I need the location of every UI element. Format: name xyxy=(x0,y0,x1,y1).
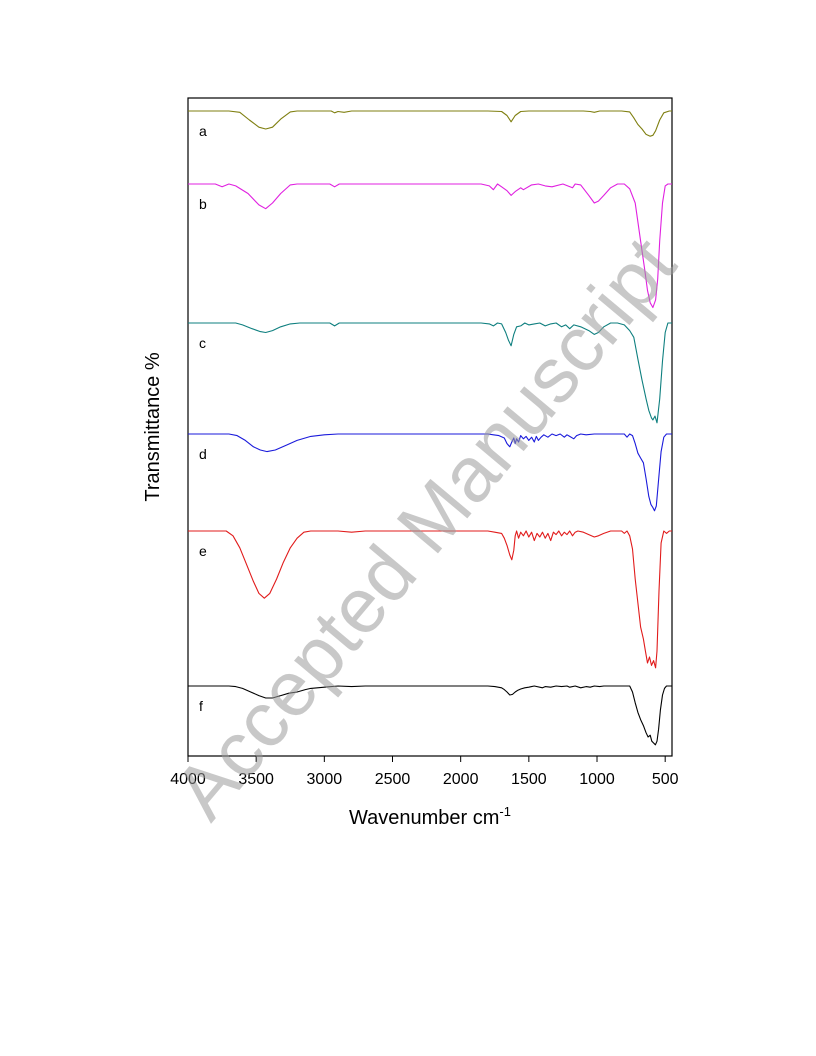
series-line-d xyxy=(188,433,672,512)
series-label-b: b xyxy=(199,196,207,212)
series-label-c: c xyxy=(199,335,206,351)
series-label-d: d xyxy=(199,446,207,462)
watermark: Accepted Manuscript xyxy=(157,220,693,835)
series-line-b xyxy=(188,183,672,309)
x-axis-title: Wavenumber cm-1 xyxy=(349,804,511,829)
x-tick-label: 4000 xyxy=(170,771,206,788)
x-tick-label: 1500 xyxy=(511,771,547,788)
x-axis-title-text: Wavenumber cm xyxy=(349,807,499,829)
x-tick-label: 2000 xyxy=(443,771,479,788)
x-tick-label: 3000 xyxy=(307,771,343,788)
series-label-a: a xyxy=(199,123,207,139)
x-axis-title-superscript: -1 xyxy=(499,804,511,819)
series-line-f xyxy=(188,685,672,746)
series-label-f: f xyxy=(199,698,203,714)
series-line-c xyxy=(188,322,672,424)
series-line-e xyxy=(188,530,672,669)
x-tick-label: 500 xyxy=(652,771,679,788)
series-line-a xyxy=(188,110,672,137)
x-tick-label: 2500 xyxy=(375,771,411,788)
plot-frame xyxy=(187,97,673,757)
series-label-e: e xyxy=(199,543,207,559)
x-axis-ticks: 4000 3500 3000 2500 2000 1500 1000 500 xyxy=(170,756,679,788)
series-layer: a b c d e f xyxy=(188,110,672,746)
y-axis-title: Transmittance % xyxy=(142,352,164,502)
x-tick-label: 3500 xyxy=(238,771,274,788)
x-tick-label: 1000 xyxy=(579,771,615,788)
